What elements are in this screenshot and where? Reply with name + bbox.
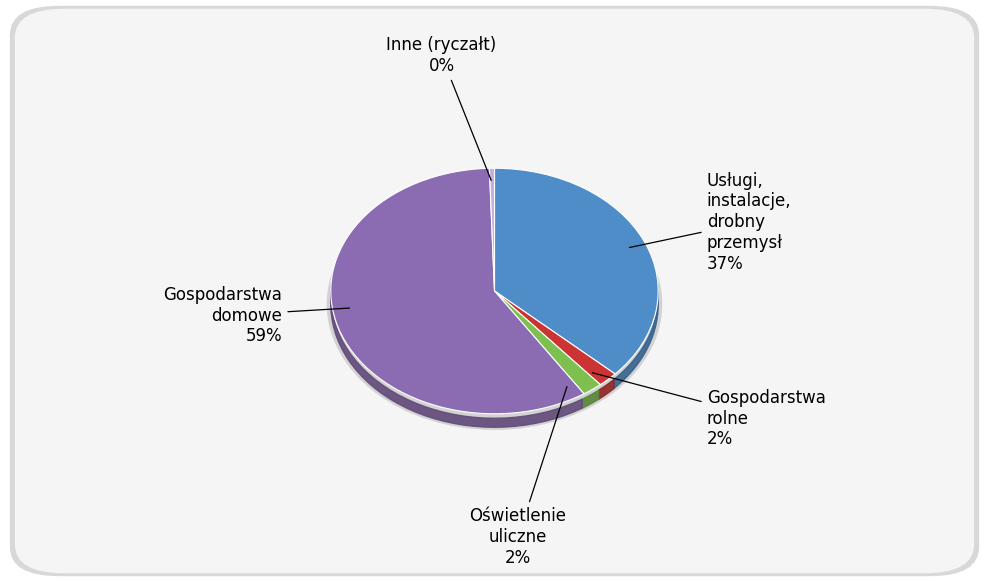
FancyBboxPatch shape	[10, 6, 979, 576]
Polygon shape	[330, 173, 583, 427]
Polygon shape	[583, 390, 598, 408]
Text: Gospodarstwa
rolne
2%: Gospodarstwa rolne 2%	[592, 372, 826, 449]
Text: Gospodarstwa
domowe
59%: Gospodarstwa domowe 59%	[163, 286, 349, 345]
Text: Inne (ryczałt)
0%: Inne (ryczałt) 0%	[387, 36, 496, 180]
Text: Usługi,
instalacje,
drobny
przemysł
37%: Usługi, instalacje, drobny przemysł 37%	[629, 172, 791, 273]
Wedge shape	[490, 168, 494, 291]
Polygon shape	[598, 379, 614, 399]
Polygon shape	[494, 173, 659, 389]
Polygon shape	[494, 173, 499, 182]
Wedge shape	[494, 291, 615, 385]
Wedge shape	[330, 168, 584, 414]
Wedge shape	[494, 291, 600, 394]
FancyBboxPatch shape	[15, 9, 974, 573]
Ellipse shape	[326, 178, 663, 430]
Text: Oświetlenie
uliczne
2%: Oświetlenie uliczne 2%	[470, 386, 567, 567]
Wedge shape	[494, 168, 659, 374]
